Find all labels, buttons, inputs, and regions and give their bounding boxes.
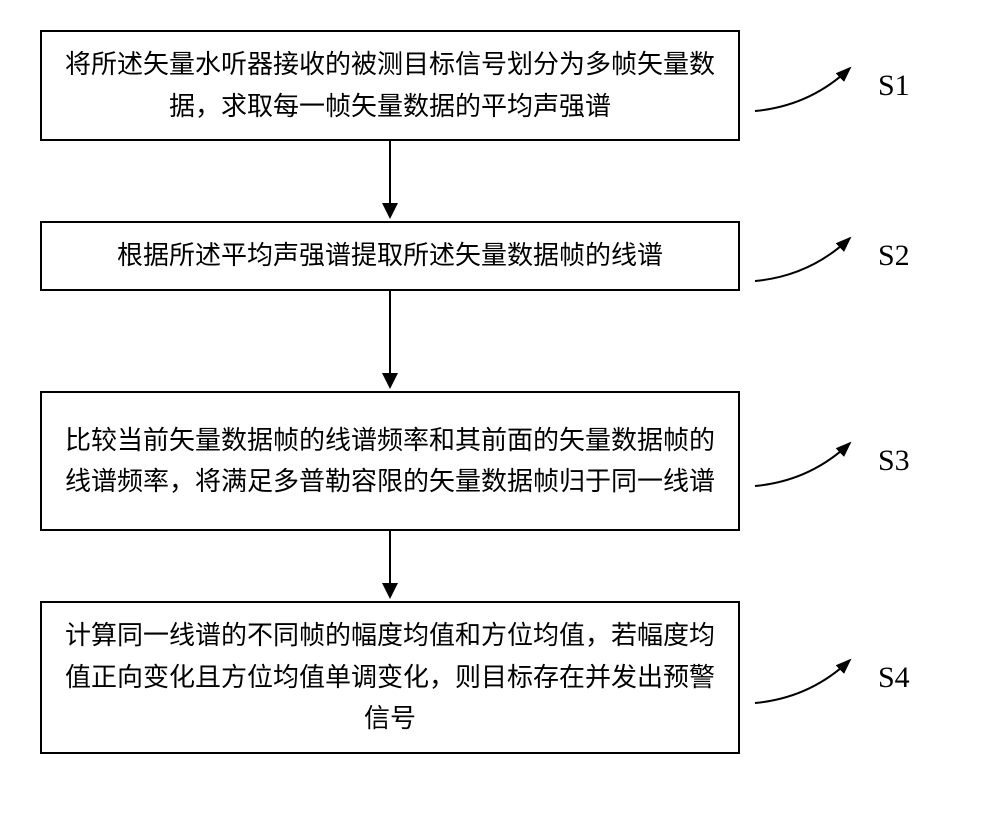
step-label-s3: S3	[878, 444, 910, 478]
step-label-s2: S2	[878, 239, 910, 273]
label-arrow-s4: S4	[750, 648, 910, 708]
curved-arrow-icon	[750, 648, 870, 708]
connector-s3-s4	[40, 531, 740, 601]
connector-s2-s3	[40, 291, 740, 391]
step-text-s4: 计算同一线谱的不同帧的幅度均值和方位均值，若幅度均值正向变化且方位均值单调变化，…	[62, 615, 718, 740]
down-arrow-icon	[370, 531, 410, 601]
step-text-s1: 将所述矢量水听器接收的被测目标信号划分为多帧矢量数据，求取每一帧矢量数据的平均声…	[62, 44, 718, 127]
connector-s1-s2	[40, 141, 740, 221]
step-text-s3: 比较当前矢量数据帧的线谱频率和其前面的矢量数据帧的线谱频率，将满足多普勒容限的矢…	[62, 420, 718, 503]
label-arrow-s3: S3	[750, 431, 910, 491]
step-box-s3: 比较当前矢量数据帧的线谱频率和其前面的矢量数据帧的线谱频率，将满足多普勒容限的矢…	[40, 391, 740, 531]
step-box-s2: 根据所述平均声强谱提取所述矢量数据帧的线谱	[40, 221, 740, 291]
flowchart: 将所述矢量水听器接收的被测目标信号划分为多帧矢量数据，求取每一帧矢量数据的平均声…	[40, 30, 960, 754]
step-label-s1: S1	[878, 69, 910, 103]
label-arrow-s1: S1	[750, 56, 910, 116]
step-label-s4: S4	[878, 661, 910, 695]
step-box-s4: 计算同一线谱的不同帧的幅度均值和方位均值，若幅度均值正向变化且方位均值单调变化，…	[40, 601, 740, 754]
down-arrow-icon	[370, 291, 410, 391]
curved-arrow-icon	[750, 56, 870, 116]
step-box-s1: 将所述矢量水听器接收的被测目标信号划分为多帧矢量数据，求取每一帧矢量数据的平均声…	[40, 30, 740, 141]
label-arrow-s2: S2	[750, 226, 910, 286]
step-s2: 根据所述平均声强谱提取所述矢量数据帧的线谱 S2	[40, 221, 960, 291]
step-s4: 计算同一线谱的不同帧的幅度均值和方位均值，若幅度均值正向变化且方位均值单调变化，…	[40, 601, 960, 754]
step-s3: 比较当前矢量数据帧的线谱频率和其前面的矢量数据帧的线谱频率，将满足多普勒容限的矢…	[40, 391, 960, 531]
curved-arrow-icon	[750, 226, 870, 286]
step-s1: 将所述矢量水听器接收的被测目标信号划分为多帧矢量数据，求取每一帧矢量数据的平均声…	[40, 30, 960, 141]
curved-arrow-icon	[750, 431, 870, 491]
step-text-s2: 根据所述平均声强谱提取所述矢量数据帧的线谱	[117, 235, 663, 277]
down-arrow-icon	[370, 141, 410, 221]
